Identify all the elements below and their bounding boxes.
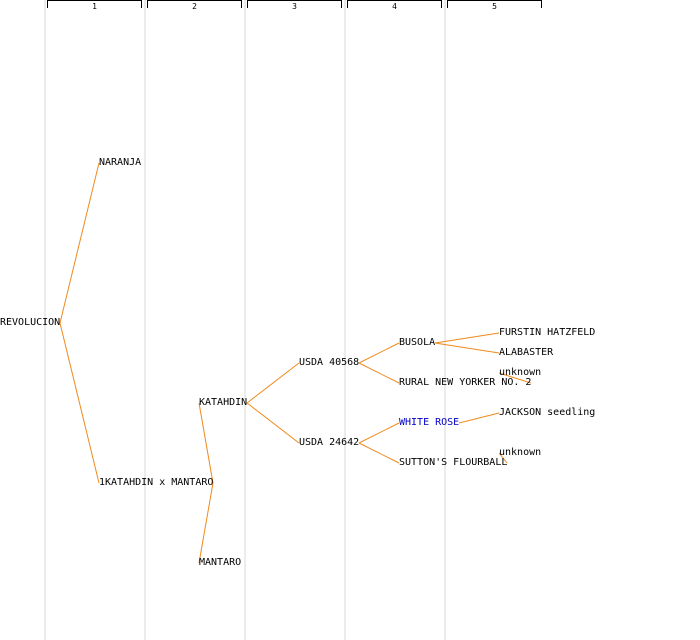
generation-header-5: 5	[447, 0, 542, 11]
node-revolucion[interactable]: REVOLUCION	[0, 317, 61, 328]
node-katahdin-x-mantaro[interactable]: 1KATAHDIN x MANTARO	[99, 477, 214, 488]
generation-header-1: 1	[47, 0, 142, 11]
generation-number: 5	[492, 2, 497, 11]
link-katahdin-to-usda_24642	[246, 402, 300, 444]
generation-number: 2	[192, 2, 197, 11]
node-katahdin[interactable]: KATAHDIN	[199, 397, 248, 408]
column-guide	[144, 0, 146, 640]
generation-number: 1	[92, 2, 97, 11]
node-alabaster[interactable]: ALABASTER	[499, 347, 554, 358]
link-usda_40568-to-busola	[358, 342, 400, 364]
generation-number: 3	[292, 2, 297, 11]
node-mantaro[interactable]: MANTARO	[199, 557, 242, 568]
column-guide	[244, 0, 246, 640]
link-suttons_flourball-to-unknown_2	[498, 452, 508, 464]
node-white-rose[interactable]: WHITE ROSE	[399, 417, 460, 428]
node-suttons-flourball[interactable]: SUTTON'S FLOURBALL	[399, 457, 508, 468]
link-katahdin_x_mantaro-to-katahdin	[198, 402, 214, 484]
column-guide	[44, 0, 46, 640]
node-naranja[interactable]: NARANJA	[99, 157, 142, 168]
link-rural_new_yorker-to-unknown_1	[498, 372, 532, 384]
link-busola-to-alabaster	[434, 342, 500, 354]
generation-number: 4	[392, 2, 397, 11]
link-revolucion-to-katahdin_x_mantaro	[59, 322, 100, 484]
link-busola-to-furstin_hatzfeld	[434, 332, 500, 344]
link-revolucion-to-naranja	[59, 162, 100, 324]
link-katahdin-to-usda_40568	[246, 362, 300, 404]
column-guide	[444, 0, 446, 640]
node-unknown[interactable]: unknown	[499, 367, 542, 378]
link-white_rose-to-jackson_seedling	[458, 412, 500, 424]
node-usda-40568[interactable]: USDA 40568	[299, 357, 360, 368]
link-katahdin_x_mantaro-to-mantaro	[198, 482, 214, 564]
link-usda_40568-to-rural_new_yorker	[358, 362, 400, 384]
node-jackson-seedling[interactable]: JACKSON seedling	[499, 407, 596, 418]
node-busola[interactable]: BUSOLA	[399, 337, 436, 348]
node-usda-24642[interactable]: USDA 24642	[299, 437, 360, 448]
column-guide	[344, 0, 346, 640]
node-unknown[interactable]: unknown	[499, 447, 542, 458]
generation-header-2: 2	[147, 0, 242, 11]
node-furstin-hatzfeld[interactable]: FURSTIN HATZFELD	[499, 327, 596, 338]
node-rural-new-yorker[interactable]: RURAL NEW YORKER NO. 2	[399, 377, 532, 388]
link-usda_24642-to-white_rose	[358, 422, 400, 444]
link-usda_24642-to-suttons_flourball	[358, 442, 400, 464]
generation-header-4: 4	[347, 0, 442, 11]
generation-header-3: 3	[247, 0, 342, 11]
